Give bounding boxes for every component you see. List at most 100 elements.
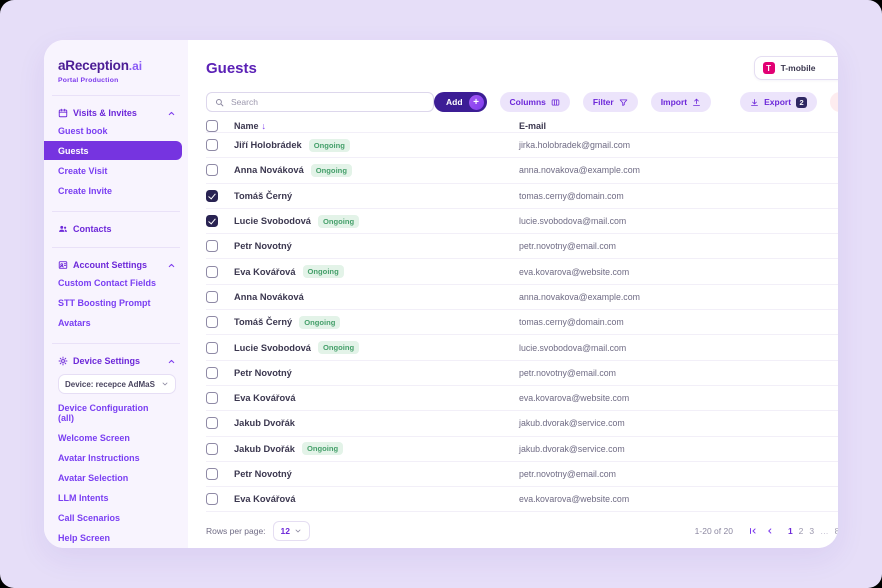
row-checkbox[interactable] [206, 316, 218, 329]
row-checkbox[interactable] [206, 164, 218, 177]
table-row: Petr Novotný petr.novotny@email.com [206, 359, 838, 385]
sidebar-section-header-1[interactable]: Contacts [58, 222, 176, 236]
sidebar-section-header-0[interactable]: Visits & Invites [58, 106, 176, 120]
sidebar-item-call-scenarios[interactable]: Call Scenarios [58, 512, 121, 523]
row-checkbox[interactable] [206, 290, 218, 303]
row-checkbox[interactable] [206, 392, 218, 405]
guest-email: lucie.svobodova@mail.com [519, 342, 627, 353]
guest-name-cell: Lucie Svobodová Ongoing [234, 214, 519, 228]
contacts-icon [58, 224, 68, 234]
sidebar-item-custom-contact-fields[interactable]: Custom Contact Fields [58, 277, 157, 288]
delete-button[interactable]: Delete 2 [830, 92, 838, 112]
row-checkbox[interactable] [206, 468, 218, 480]
row-checkbox[interactable] [206, 215, 218, 228]
page-ellipsis: … [820, 526, 829, 537]
row-checkbox[interactable] [206, 366, 218, 379]
guest-name: Tomáš Černý [234, 190, 293, 201]
table-row: Eva Kovářová Ongoing eva.kovarova@websit… [206, 258, 838, 283]
main-content: Guests T T-mobile M [188, 40, 838, 548]
page-number-8[interactable]: 8 [834, 526, 838, 537]
chevron-down-icon [294, 527, 302, 535]
sidebar-item-avatars[interactable]: Avatars [58, 317, 91, 328]
columns-button-label: Columns [509, 97, 546, 107]
column-header-name[interactable]: Name ↓ [234, 121, 519, 131]
table-row: Jakub Dvořák jakub.dvorak@service.com [206, 410, 838, 435]
table-row: Anna Nováková anna.novakova@example.com [206, 283, 838, 309]
sidebar-divider [52, 211, 180, 212]
tenant-select[interactable]: T T-mobile [753, 56, 838, 80]
row-checkbox[interactable] [206, 493, 218, 506]
table-row: Anna Nováková Ongoing anna.novakova@exam… [206, 157, 838, 182]
rows-per-page-select[interactable]: 12 [272, 521, 311, 542]
guest-email: eva.kovarova@website.com [519, 494, 630, 505]
chevron-up-icon [167, 109, 176, 118]
search-input[interactable] [229, 96, 425, 108]
sidebar-item-avatar-selection[interactable]: Avatar Selection [58, 472, 129, 483]
sidebar-item-guests[interactable]: Guests [44, 141, 182, 160]
sidebar-item-create-visit[interactable]: Create Visit [58, 165, 108, 176]
guest-name-cell: Jakub Dvořák [234, 418, 519, 428]
guest-email: tomas.cerny@domain.com [519, 317, 624, 328]
page-number-2[interactable]: 2 [798, 526, 804, 537]
sidebar-section-header-2[interactable]: Account Settings [58, 258, 176, 272]
sidebar-item-llm-intents[interactable]: LLM Intents [58, 492, 109, 503]
row-checkbox[interactable] [206, 189, 218, 202]
guest-name: Anna Nováková [234, 291, 304, 302]
sidebar-item-create-invite[interactable]: Create Invite [58, 185, 113, 196]
row-checkbox[interactable] [206, 442, 218, 455]
page-number-3[interactable]: 3 [809, 526, 815, 537]
table-row: Tomáš Černý tomas.cerny@domain.com [206, 182, 838, 208]
first-page-icon[interactable] [748, 526, 758, 536]
sidebar-section-label: Contacts [73, 224, 112, 234]
add-button-label: Add [446, 97, 463, 107]
guest-name-cell: Eva Kovářová Ongoing [234, 265, 519, 279]
search-box[interactable] [206, 92, 434, 112]
sort-desc-icon: ↓ [261, 121, 267, 131]
guest-email: jirka.holobradek@gmail.com [519, 140, 631, 151]
guest-name: Petr Novotný [234, 469, 292, 479]
page-number-1[interactable]: 1 [787, 526, 793, 537]
prev-page-icon[interactable] [765, 526, 775, 536]
ongoing-badge: Ongoing [302, 265, 344, 279]
row-checkbox[interactable] [206, 240, 218, 253]
sidebar-section: Visits & Invites Guest book Guests Create … [44, 95, 182, 200]
sidebar-item-avatar-instructions[interactable]: Avatar Instructions [58, 452, 140, 463]
row-checkbox[interactable] [206, 139, 218, 152]
ongoing-badge: Ongoing [317, 214, 360, 228]
row-checkbox[interactable] [206, 341, 218, 354]
guest-name: Lucie Svobodová [234, 342, 311, 353]
import-button[interactable]: Import [650, 92, 712, 112]
columns-button[interactable]: Columns [499, 92, 570, 112]
guest-name-cell: Jakub Dvořák Ongoing [234, 442, 519, 456]
sidebar-item-help-screen[interactable]: Help Screen [58, 532, 111, 543]
toolbar: Add + Columns Filter [206, 92, 838, 112]
guest-name-cell: Petr Novotný [234, 368, 519, 378]
guest-name-cell: Jiří Holobrádek Ongoing [234, 138, 519, 152]
device-select[interactable]: Device: recepce AdMaS [58, 374, 176, 394]
guest-email: lucie.svobodova@mail.com [519, 216, 627, 227]
sidebar-item-stt-boosting-prompt[interactable]: STT Boosting Prompt [58, 297, 151, 308]
column-header-email[interactable]: E-mail [519, 121, 838, 131]
sidebar-section-header-3[interactable]: Device Settings [58, 354, 176, 368]
sidebar-item-guest-book[interactable]: Guest book [58, 125, 108, 136]
chevron-up-icon [167, 261, 176, 270]
sidebar-section-label: Device Settings [73, 356, 141, 366]
sidebar: aReception.ai Portal Production Visits &… [44, 40, 188, 548]
rows-per-page: Rows per page: 12 [206, 521, 311, 542]
guest-name: Jakub Dvořák [234, 443, 295, 454]
row-checkbox[interactable] [206, 417, 218, 430]
pagination-range: 1-20 of 20 [694, 526, 733, 537]
filter-button[interactable]: Filter [582, 92, 638, 112]
export-button[interactable]: Export 2 [740, 92, 818, 112]
topbar-right: T T-mobile M [753, 56, 838, 80]
table-footer: Rows per page: 12 1-20 of 20 [206, 511, 838, 542]
ongoing-badge: Ongoing [299, 315, 341, 329]
row-checkbox[interactable] [206, 265, 218, 278]
table-row: Lucie Svobodová Ongoing lucie.svobodova@… [206, 334, 838, 359]
sidebar-item-welcome-screen[interactable]: Welcome Screen [58, 432, 130, 443]
select-all-checkbox[interactable] [206, 120, 218, 132]
sidebar-item-device-configuration-all-[interactable]: Device Configuration (all) [58, 402, 149, 423]
add-button[interactable]: Add + [434, 92, 487, 112]
sidebar-divider [52, 247, 180, 248]
table-row: Lucie Svobodová Ongoing lucie.svobodova@… [206, 207, 838, 233]
